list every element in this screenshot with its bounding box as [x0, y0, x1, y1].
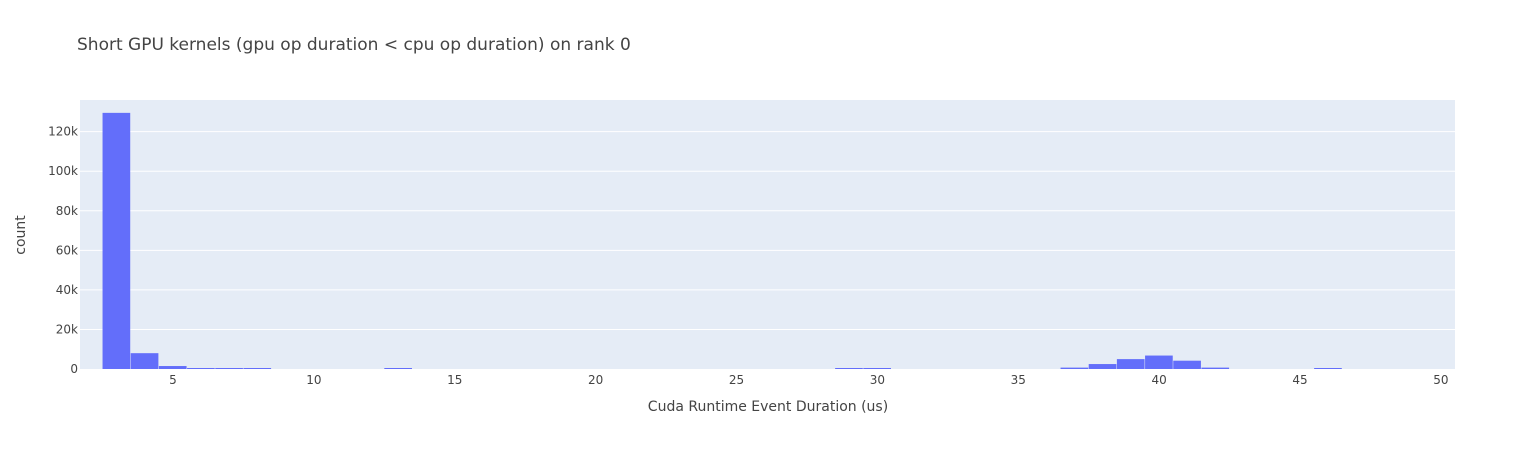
x-tick-label: 5	[169, 373, 177, 387]
x-axis-label: Cuda Runtime Event Duration (us)	[648, 399, 888, 415]
x-tick-label: 10	[306, 373, 321, 387]
histogram-bar[interactable]	[187, 368, 215, 369]
y-tick-label: 40k	[56, 283, 78, 297]
bars-layer	[102, 112, 1342, 369]
plot-area	[80, 100, 1455, 369]
histogram-bar[interactable]	[835, 368, 863, 369]
histogram-bar[interactable]	[102, 112, 131, 369]
histogram-bar[interactable]	[1088, 364, 1117, 369]
y-tick-label: 60k	[56, 243, 78, 257]
y-axis-ticks: 0 20k 40k 60k 80k 100k 120k	[48, 125, 78, 376]
x-tick-label: 20	[588, 373, 603, 387]
histogram-bar[interactable]	[384, 368, 412, 369]
y-tick-label: 0	[70, 362, 78, 376]
histogram-bar[interactable]	[1116, 359, 1145, 369]
histogram-bar[interactable]	[1314, 368, 1342, 369]
x-tick-label: 45	[1292, 373, 1307, 387]
histogram-bar[interactable]	[1173, 360, 1201, 369]
grid-lines	[80, 131, 1455, 330]
histogram-bar[interactable]	[243, 368, 272, 369]
chart-title: Short GPU kernels (gpu op duration < cpu…	[77, 35, 631, 55]
y-tick-label: 20k	[56, 322, 78, 336]
y-axis-label: count	[13, 215, 29, 255]
y-tick-label: 80k	[56, 204, 78, 218]
x-tick-label: 35	[1011, 373, 1026, 387]
x-tick-label: 50	[1433, 373, 1448, 387]
x-axis-ticks: 5 10 15 20 25 30 35 40 45 50	[169, 373, 1448, 387]
histogram-bar[interactable]	[215, 368, 243, 369]
histogram-bar[interactable]	[1060, 367, 1089, 369]
histogram-bar[interactable]	[1201, 367, 1230, 369]
y-tick-label: 120k	[48, 125, 78, 139]
x-tick-label: 30	[870, 373, 885, 387]
histogram-bar[interactable]	[1145, 355, 1173, 369]
histogram-bar[interactable]	[130, 353, 159, 369]
x-tick-label: 40	[1152, 373, 1167, 387]
x-tick-label: 25	[729, 373, 744, 387]
histogram-bar[interactable]	[158, 366, 187, 369]
y-tick-label: 100k	[48, 164, 78, 178]
x-tick-label: 15	[447, 373, 462, 387]
histogram-bar[interactable]	[863, 368, 891, 369]
